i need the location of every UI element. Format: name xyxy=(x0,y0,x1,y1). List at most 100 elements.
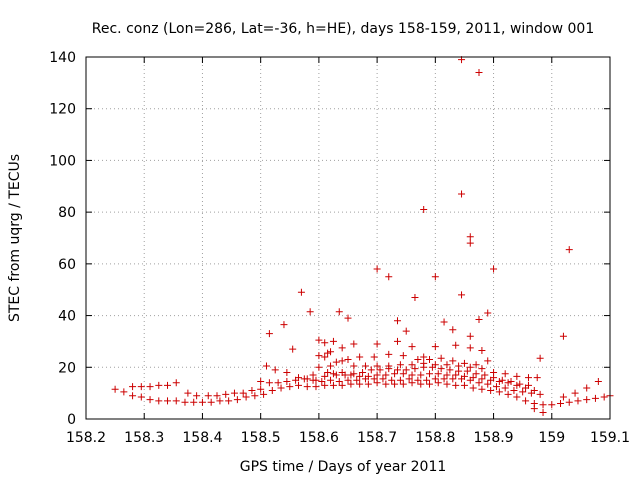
data-point xyxy=(239,389,247,397)
data-point xyxy=(443,380,451,388)
data-point xyxy=(533,374,541,382)
data-point xyxy=(440,375,448,383)
data-point xyxy=(222,390,230,398)
x-axis-label: GPS time / Days of year 2011 xyxy=(240,459,447,475)
data-point xyxy=(312,376,320,384)
data-point xyxy=(146,396,154,404)
data-point xyxy=(434,379,442,387)
data-point xyxy=(376,366,384,374)
data-point xyxy=(321,381,329,389)
data-point xyxy=(327,348,335,356)
data-point xyxy=(492,383,500,391)
data-point xyxy=(379,375,387,383)
data-point xyxy=(600,393,608,401)
data-point xyxy=(583,384,591,392)
data-point xyxy=(361,362,369,370)
data-point xyxy=(408,343,416,351)
data-point xyxy=(164,381,172,389)
data-point xyxy=(504,390,512,398)
data-point xyxy=(452,371,460,379)
data-point xyxy=(458,190,466,198)
data-point xyxy=(513,372,521,380)
data-point xyxy=(382,371,390,379)
y-tick-label: 40 xyxy=(58,309,76,325)
data-point xyxy=(286,383,294,391)
data-point xyxy=(472,361,480,369)
data-point xyxy=(364,380,372,388)
data-point xyxy=(478,385,486,393)
x-tick-label: 158.2 xyxy=(66,430,106,446)
data-point xyxy=(475,379,483,387)
data-point xyxy=(370,375,378,383)
data-point xyxy=(466,332,474,340)
y-tick-label: 140 xyxy=(49,50,76,66)
data-point xyxy=(393,337,401,345)
data-point xyxy=(120,388,128,396)
data-point xyxy=(155,381,163,389)
data-point xyxy=(536,354,544,362)
data-point xyxy=(350,370,358,378)
data-point xyxy=(420,353,428,361)
data-point xyxy=(251,392,259,400)
y-tick-label: 120 xyxy=(49,102,76,118)
data-point xyxy=(295,381,303,389)
data-point xyxy=(385,273,393,281)
data-point xyxy=(306,308,314,316)
data-point xyxy=(373,362,381,370)
data-point xyxy=(446,366,454,374)
data-point xyxy=(350,362,358,370)
data-point xyxy=(559,393,567,401)
data-point xyxy=(460,359,468,367)
data-point xyxy=(443,371,451,379)
data-point xyxy=(571,389,579,397)
data-point xyxy=(146,383,154,391)
data-point xyxy=(539,401,547,409)
data-point xyxy=(449,375,457,383)
data-point xyxy=(338,381,346,389)
y-axis-label: STEC from uqrg / TECUs xyxy=(7,154,23,322)
data-point xyxy=(466,344,474,352)
data-point xyxy=(329,370,337,378)
data-point xyxy=(591,394,599,402)
data-point xyxy=(350,340,358,348)
data-point xyxy=(501,370,509,378)
data-point xyxy=(437,365,445,373)
data-point xyxy=(335,378,343,386)
data-point xyxy=(437,354,445,362)
data-point xyxy=(315,352,323,360)
data-point xyxy=(312,383,320,391)
data-point xyxy=(495,388,503,396)
data-point xyxy=(490,368,498,376)
x-tick-label: 158.9 xyxy=(474,430,514,446)
data-point xyxy=(449,357,457,365)
data-point xyxy=(393,317,401,325)
data-point xyxy=(431,273,439,281)
data-point xyxy=(393,366,401,374)
axis-ticks xyxy=(85,56,611,420)
data-point xyxy=(321,372,329,380)
data-point xyxy=(536,390,544,398)
data-point xyxy=(574,397,582,405)
data-point xyxy=(405,375,413,383)
data-point xyxy=(399,380,407,388)
chart-title: Rec. conz (Lon=286, Lat=-36, h=HE), days… xyxy=(92,21,594,37)
data-point xyxy=(449,326,457,334)
data-point xyxy=(426,370,434,378)
data-point xyxy=(367,366,375,374)
data-point xyxy=(327,362,335,370)
data-point xyxy=(463,367,471,375)
data-point xyxy=(172,379,180,387)
data-point xyxy=(388,376,396,384)
data-point xyxy=(271,366,279,374)
data-point xyxy=(324,349,332,357)
x-tick-label: 158.7 xyxy=(357,430,397,446)
data-point xyxy=(466,233,474,241)
data-point xyxy=(524,381,532,389)
data-point xyxy=(318,378,326,386)
data-point xyxy=(370,353,378,361)
data-point xyxy=(265,379,273,387)
data-point xyxy=(420,206,428,214)
data-point xyxy=(455,362,463,370)
data-point xyxy=(260,390,268,398)
data-point xyxy=(129,392,137,400)
